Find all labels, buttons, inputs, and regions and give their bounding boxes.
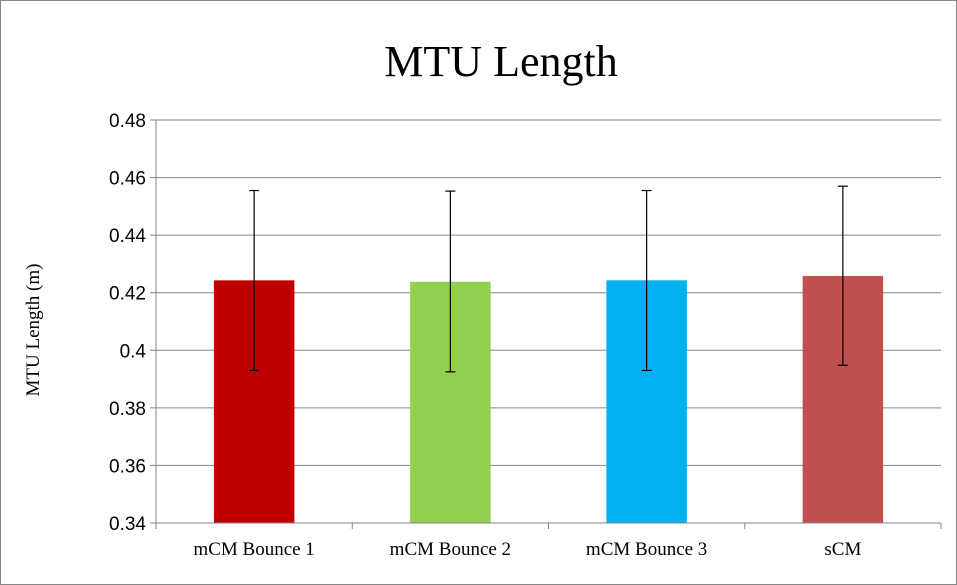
y-tick-label: 0.44 — [109, 226, 146, 247]
bars — [213, 276, 884, 523]
chart-title: MTU Length — [384, 37, 617, 86]
x-axis-ticks: mCM Bounce 1 mCM Bounce 2 mCM Bounce 3 sCM — [155, 523, 942, 560]
y-tick-label: 0.34 — [109, 514, 146, 535]
error-bars — [249, 185, 848, 373]
x-tick-label: mCM Bounce 2 — [390, 539, 511, 560]
y-axis-label: MTU Length (m) — [23, 264, 44, 397]
y-tick-label: 0.48 — [109, 111, 146, 132]
y-tick-label: 0.4 — [120, 341, 147, 362]
y-tick-label: 0.38 — [109, 399, 146, 420]
x-tick-label: mCM Bounce 1 — [193, 539, 314, 560]
y-tick-label: 0.46 — [109, 169, 146, 190]
y-axis-ticks: 0.34 0.36 0.38 0.4 0.42 0.44 0.46 0.48 — [109, 111, 156, 535]
x-tick-label: sCM — [824, 539, 861, 560]
y-tick-label: 0.36 — [109, 456, 146, 477]
y-tick-label: 0.42 — [109, 284, 146, 305]
x-tick-label: mCM Bounce 3 — [586, 539, 707, 560]
